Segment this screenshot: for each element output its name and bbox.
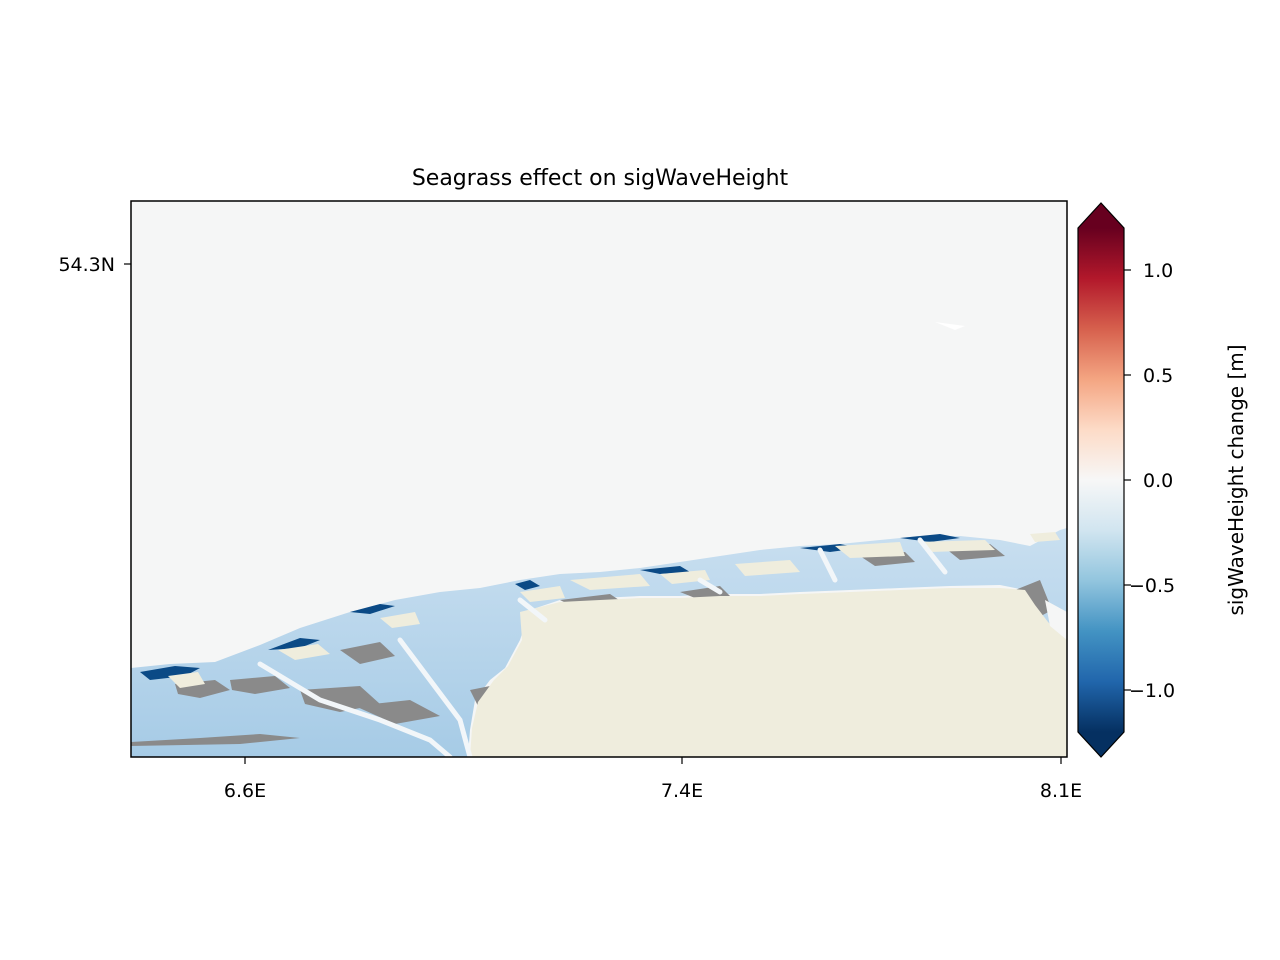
colorbar-tick-label: 0.0 (1143, 470, 1173, 492)
y-axis: 54.3N (58, 254, 131, 276)
x-axis: 6.6E 7.4E 8.1E (224, 757, 1082, 802)
x-tick-label: 6.6E (224, 780, 266, 802)
colorbar-tick-label: 0.5 (1143, 365, 1173, 387)
map-frame (130, 200, 1068, 758)
chart-title: Seagrass effect on sigWaveHeight (412, 166, 789, 191)
small-ocean-feature (935, 322, 965, 330)
tidal-channels (257, 537, 948, 757)
colorbar-extend-min (1078, 732, 1124, 757)
colorbar-ticks: 1.0 0.5 0.0 −0.5 −1.0 (1124, 260, 1175, 702)
colorbar-tick-label: 1.0 (1143, 260, 1173, 282)
colorbar-extend-max (1078, 203, 1124, 228)
colorbar-tick-label: −1.0 (1129, 680, 1175, 702)
colorbar-tick-label: −0.5 (1129, 575, 1175, 597)
colorbar: 1.0 0.5 0.0 −0.5 −1.0 sigWaveHeight chan… (1077, 202, 1248, 758)
mainland (470, 588, 1067, 757)
colorbar-label: sigWaveHeight change [m] (1224, 344, 1248, 615)
colorbar-gradient (1078, 228, 1124, 732)
map-panel (131, 201, 1067, 757)
ocean-outlet (1045, 600, 1067, 640)
x-tick-label: 8.1E (1040, 780, 1082, 802)
colorbar-outline (1077, 202, 1125, 758)
x-tick-label: 7.4E (661, 780, 703, 802)
y-tick-label: 54.3N (58, 254, 115, 276)
barrier-islands (168, 532, 1060, 688)
